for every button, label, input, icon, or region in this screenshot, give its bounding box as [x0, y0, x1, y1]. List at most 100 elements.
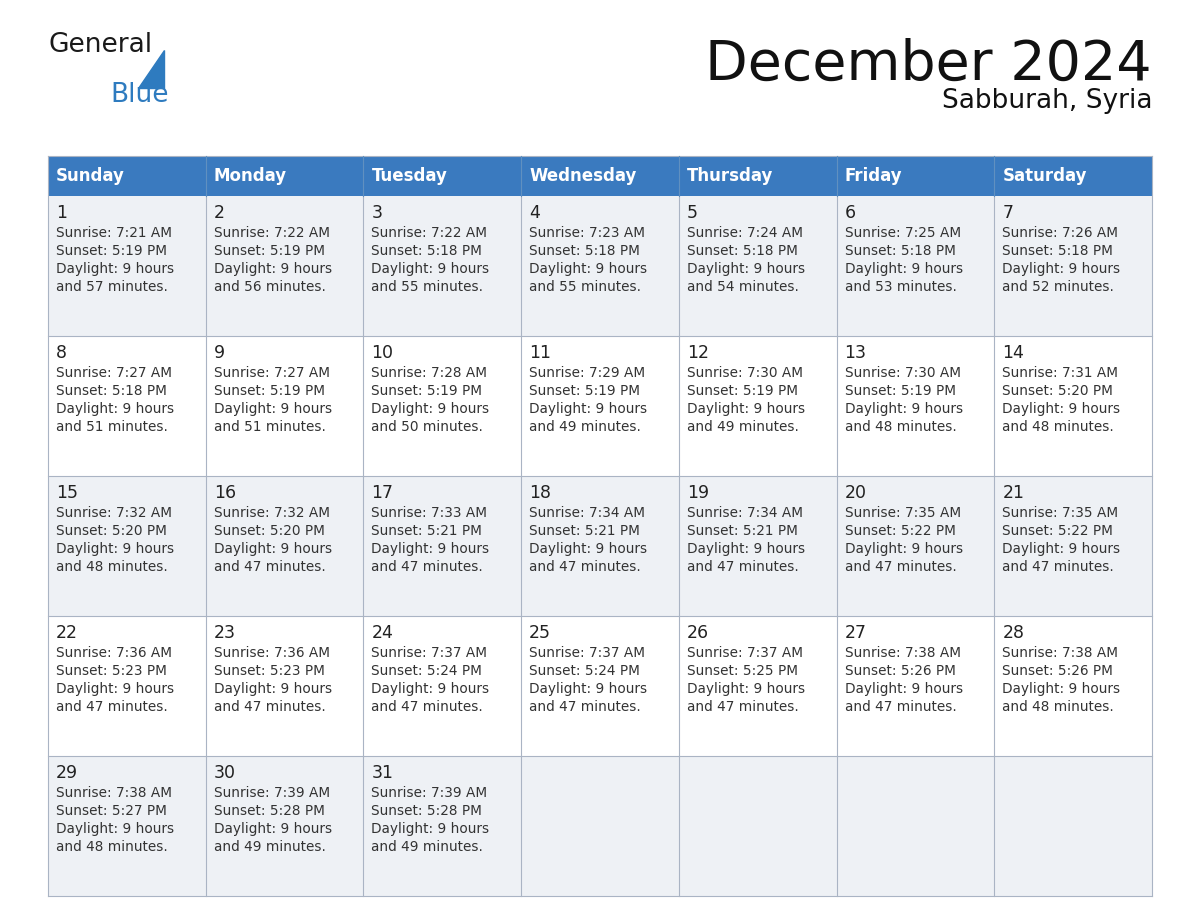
Text: and 48 minutes.: and 48 minutes.	[56, 840, 168, 854]
Text: and 47 minutes.: and 47 minutes.	[214, 700, 326, 714]
Text: Sunrise: 7:23 AM: Sunrise: 7:23 AM	[529, 226, 645, 240]
Text: Sunrise: 7:29 AM: Sunrise: 7:29 AM	[529, 366, 645, 380]
Text: Sunrise: 7:27 AM: Sunrise: 7:27 AM	[56, 366, 172, 380]
Bar	[48, 336, 1152, 476]
Text: 3: 3	[372, 204, 383, 222]
Text: Sunrise: 7:32 AM: Sunrise: 7:32 AM	[56, 506, 172, 520]
Bar	[836, 156, 994, 196]
Text: Sunrise: 7:21 AM: Sunrise: 7:21 AM	[56, 226, 172, 240]
Text: Sunset: 5:26 PM: Sunset: 5:26 PM	[845, 664, 955, 678]
Text: Sunrise: 7:22 AM: Sunrise: 7:22 AM	[372, 226, 487, 240]
Text: and 50 minutes.: and 50 minutes.	[372, 420, 484, 434]
Text: Daylight: 9 hours: Daylight: 9 hours	[1003, 682, 1120, 696]
Text: Thursday: Thursday	[687, 167, 773, 185]
Text: Daylight: 9 hours: Daylight: 9 hours	[56, 822, 175, 836]
Text: Sunrise: 7:38 AM: Sunrise: 7:38 AM	[56, 786, 172, 800]
Text: 8: 8	[56, 344, 67, 362]
Text: Sunset: 5:22 PM: Sunset: 5:22 PM	[1003, 524, 1113, 538]
Text: General: General	[48, 32, 152, 58]
Text: Sunrise: 7:26 AM: Sunrise: 7:26 AM	[1003, 226, 1118, 240]
Text: Sunset: 5:19 PM: Sunset: 5:19 PM	[214, 384, 324, 398]
Text: Blue: Blue	[110, 82, 169, 108]
Text: Daylight: 9 hours: Daylight: 9 hours	[687, 542, 805, 556]
Text: Sunrise: 7:32 AM: Sunrise: 7:32 AM	[214, 506, 330, 520]
Text: Sunset: 5:26 PM: Sunset: 5:26 PM	[1003, 664, 1113, 678]
Text: Sunset: 5:19 PM: Sunset: 5:19 PM	[56, 244, 168, 258]
Bar	[994, 156, 1152, 196]
Text: Sunset: 5:23 PM: Sunset: 5:23 PM	[214, 664, 324, 678]
Text: Sunrise: 7:31 AM: Sunrise: 7:31 AM	[1003, 366, 1118, 380]
Text: Sabburah, Syria: Sabburah, Syria	[942, 88, 1152, 114]
Text: Sunrise: 7:27 AM: Sunrise: 7:27 AM	[214, 366, 330, 380]
Text: 1: 1	[56, 204, 67, 222]
Text: Sunset: 5:19 PM: Sunset: 5:19 PM	[214, 244, 324, 258]
Text: and 55 minutes.: and 55 minutes.	[529, 280, 642, 294]
Text: and 48 minutes.: and 48 minutes.	[1003, 700, 1114, 714]
Text: Sunrise: 7:38 AM: Sunrise: 7:38 AM	[1003, 646, 1118, 660]
Text: and 53 minutes.: and 53 minutes.	[845, 280, 956, 294]
Bar	[48, 616, 1152, 756]
Text: Sunset: 5:19 PM: Sunset: 5:19 PM	[529, 384, 640, 398]
Text: 31: 31	[372, 764, 393, 782]
Text: Sunset: 5:28 PM: Sunset: 5:28 PM	[214, 804, 324, 818]
Text: 30: 30	[214, 764, 235, 782]
Text: 11: 11	[529, 344, 551, 362]
Text: Daylight: 9 hours: Daylight: 9 hours	[214, 542, 331, 556]
Text: 4: 4	[529, 204, 541, 222]
Text: Daylight: 9 hours: Daylight: 9 hours	[214, 822, 331, 836]
Text: 20: 20	[845, 484, 866, 502]
Text: 18: 18	[529, 484, 551, 502]
Text: and 49 minutes.: and 49 minutes.	[372, 840, 484, 854]
Text: December 2024: December 2024	[706, 38, 1152, 92]
Text: Saturday: Saturday	[1003, 167, 1087, 185]
Text: and 51 minutes.: and 51 minutes.	[56, 420, 168, 434]
Text: 24: 24	[372, 624, 393, 642]
Text: Sunrise: 7:39 AM: Sunrise: 7:39 AM	[372, 786, 487, 800]
Text: Daylight: 9 hours: Daylight: 9 hours	[845, 402, 962, 416]
Text: Monday: Monday	[214, 167, 286, 185]
Text: Daylight: 9 hours: Daylight: 9 hours	[372, 262, 489, 276]
Text: 25: 25	[529, 624, 551, 642]
Text: Sunset: 5:20 PM: Sunset: 5:20 PM	[1003, 384, 1113, 398]
Text: Sunrise: 7:34 AM: Sunrise: 7:34 AM	[687, 506, 803, 520]
Text: Daylight: 9 hours: Daylight: 9 hours	[845, 542, 962, 556]
Text: and 48 minutes.: and 48 minutes.	[1003, 420, 1114, 434]
Text: Daylight: 9 hours: Daylight: 9 hours	[687, 682, 805, 696]
Text: Daylight: 9 hours: Daylight: 9 hours	[56, 402, 175, 416]
Text: 27: 27	[845, 624, 866, 642]
Text: 28: 28	[1003, 624, 1024, 642]
Text: and 47 minutes.: and 47 minutes.	[372, 560, 484, 574]
Text: Sunset: 5:18 PM: Sunset: 5:18 PM	[529, 244, 640, 258]
Text: Daylight: 9 hours: Daylight: 9 hours	[687, 402, 805, 416]
Text: Sunrise: 7:30 AM: Sunrise: 7:30 AM	[845, 366, 961, 380]
Bar	[678, 156, 836, 196]
Text: Daylight: 9 hours: Daylight: 9 hours	[214, 402, 331, 416]
Text: Sunset: 5:18 PM: Sunset: 5:18 PM	[56, 384, 166, 398]
Text: Daylight: 9 hours: Daylight: 9 hours	[56, 262, 175, 276]
Text: Daylight: 9 hours: Daylight: 9 hours	[372, 542, 489, 556]
Text: Sunset: 5:19 PM: Sunset: 5:19 PM	[845, 384, 955, 398]
Text: and 48 minutes.: and 48 minutes.	[845, 420, 956, 434]
Text: Daylight: 9 hours: Daylight: 9 hours	[529, 682, 647, 696]
Text: Daylight: 9 hours: Daylight: 9 hours	[845, 682, 962, 696]
Text: and 47 minutes.: and 47 minutes.	[214, 560, 326, 574]
Text: Sunset: 5:28 PM: Sunset: 5:28 PM	[372, 804, 482, 818]
Text: and 47 minutes.: and 47 minutes.	[372, 700, 484, 714]
Text: 26: 26	[687, 624, 709, 642]
Bar	[48, 156, 206, 196]
Text: Sunrise: 7:34 AM: Sunrise: 7:34 AM	[529, 506, 645, 520]
Text: Daylight: 9 hours: Daylight: 9 hours	[372, 402, 489, 416]
Text: and 47 minutes.: and 47 minutes.	[687, 560, 798, 574]
Text: and 48 minutes.: and 48 minutes.	[56, 560, 168, 574]
Text: Sunset: 5:20 PM: Sunset: 5:20 PM	[214, 524, 324, 538]
Text: and 57 minutes.: and 57 minutes.	[56, 280, 168, 294]
Text: and 49 minutes.: and 49 minutes.	[214, 840, 326, 854]
Text: Sunrise: 7:22 AM: Sunrise: 7:22 AM	[214, 226, 330, 240]
Text: Sunset: 5:21 PM: Sunset: 5:21 PM	[687, 524, 797, 538]
Text: Daylight: 9 hours: Daylight: 9 hours	[1003, 402, 1120, 416]
Text: and 49 minutes.: and 49 minutes.	[687, 420, 798, 434]
Text: Daylight: 9 hours: Daylight: 9 hours	[214, 262, 331, 276]
Bar	[48, 196, 1152, 336]
Text: Daylight: 9 hours: Daylight: 9 hours	[1003, 262, 1120, 276]
Text: and 49 minutes.: and 49 minutes.	[529, 420, 642, 434]
